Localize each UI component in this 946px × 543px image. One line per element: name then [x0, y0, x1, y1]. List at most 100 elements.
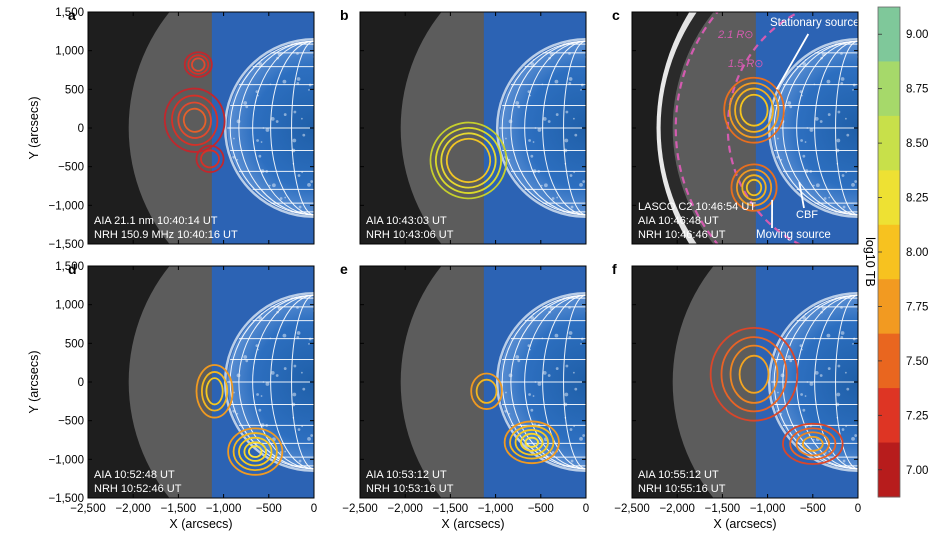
- nrh-contour: [205, 377, 224, 406]
- nrh-contour: [177, 101, 212, 139]
- panel-d: d AIA 10:52:48 UT NRH 10:52:46 UT −2,500 −2,…: [27, 261, 317, 531]
- y-tick-label: −500: [58, 416, 84, 428]
- x-tick-label: −2,000: [387, 503, 423, 515]
- nrh-contour: [795, 431, 830, 457]
- nrh-contour: [503, 420, 560, 465]
- timestamp-line: NRH 10:43:06 UT: [366, 229, 454, 241]
- x-tick-label: 0: [583, 503, 589, 515]
- y-axis-label: Y (arcsecs): [27, 97, 41, 160]
- nrh-contour: [782, 422, 844, 465]
- y-tick-label: 0: [78, 377, 84, 389]
- x-tick-label: −2,500: [70, 503, 106, 515]
- x-tick-label: −2,000: [115, 503, 151, 515]
- y-tick-label: −1,500: [49, 239, 85, 251]
- timestamp-line: AIA 10:52:48 UT: [94, 469, 175, 481]
- colorbar-label: log10 TB: [863, 237, 877, 287]
- x-tick-label: 0: [855, 503, 861, 515]
- timestamp-line: AIA 10:43:03 UT: [366, 215, 447, 227]
- panel-b: b AIA 10:43:03 UT NRH 10:43:06 UT: [340, 7, 587, 245]
- y-tick-label: −1,000: [49, 454, 85, 466]
- x-tick-label: −1,000: [750, 503, 786, 515]
- nrh-contour: [509, 425, 555, 460]
- panel-letter: c: [612, 7, 620, 23]
- y-tick-label: 500: [65, 338, 84, 350]
- colorbar-segment: [878, 115, 900, 171]
- nrh-contour: [243, 441, 267, 462]
- panel-letter: b: [340, 7, 349, 23]
- nrh-contour: [524, 436, 539, 448]
- x-tick-label: −1,000: [478, 503, 514, 515]
- label-2-1-radius: 2.1 R⊙: [717, 29, 754, 41]
- timestamp-line: LASCO C2 10:46:54 UT: [638, 201, 756, 213]
- timestamp-line: NRH 10:53:16 UT: [366, 483, 454, 495]
- colorbar-tick-label: 9.00: [906, 29, 928, 41]
- colorbar-segment: [878, 7, 900, 62]
- x-tick-label: −500: [256, 503, 282, 515]
- nrh-contour: [729, 344, 779, 404]
- colorbar-segment: [878, 170, 900, 226]
- nrh-contour: [232, 432, 278, 472]
- x-tick-label: −2,000: [659, 503, 695, 515]
- x-axis-label: X (arcsecs): [169, 517, 232, 531]
- y-tick-label: 0: [78, 123, 84, 135]
- nrh-contour: [728, 82, 780, 139]
- nrh-contour: [182, 107, 207, 133]
- nrh-contour: [429, 121, 508, 200]
- x-axis-label: X (arcsecs): [441, 517, 504, 531]
- panel-letter: e: [340, 261, 348, 277]
- x-tick-label: −1,000: [206, 503, 242, 515]
- colorbar-tick-label: 7.75: [906, 301, 928, 313]
- colorbar-tick-label: 8.00: [906, 247, 928, 259]
- panel-e: e AIA 10:53:12 UT NRH 10:53:16 UT −2,500 −2,…: [340, 261, 589, 531]
- nrh-contour: [514, 429, 549, 456]
- colorbar-segment: [878, 388, 900, 444]
- panel-f: f AIA 10:55:12 UT NRH 10:55:16 UT −2,500 −2,…: [612, 261, 861, 531]
- nrh-contour: [470, 372, 503, 410]
- x-tick-label: −500: [800, 503, 826, 515]
- nrh-contour: [195, 144, 225, 173]
- radius-1-5-circle: [726, 12, 802, 244]
- colorbar-segment: [878, 61, 900, 117]
- timestamp-line: AIA 21.1 nm 10:40:14 UT: [94, 215, 218, 227]
- colorbar-tick-label: 7.50: [906, 356, 928, 368]
- timestamp-line: NRH 150.9 MHz 10:40:16 UT: [94, 229, 238, 241]
- colorbar-tick-label: 7.25: [906, 410, 928, 422]
- nrh-contour: [435, 127, 502, 194]
- nrh-contour: [171, 94, 219, 146]
- label-moving-source: Moving source: [756, 229, 831, 241]
- y-tick-label: −1,500: [49, 493, 85, 505]
- nrh-contour: [475, 378, 498, 404]
- nrh-contour: [734, 87, 774, 133]
- x-tick-label: 0: [311, 503, 317, 515]
- nrh-contour: [195, 364, 234, 419]
- x-tick-label: −1,500: [705, 503, 741, 515]
- x-tick-label: −2,500: [614, 503, 650, 515]
- nrh-contour: [720, 336, 788, 413]
- nrh-contour: [238, 436, 273, 467]
- timestamp-line: NRH 10:52:46 UT: [94, 483, 182, 495]
- y-tick-label: 1,000: [55, 46, 84, 58]
- nrh-contour: [191, 57, 206, 72]
- x-tick-label: −500: [528, 503, 554, 515]
- nrh-contour: [735, 168, 773, 207]
- nrh-contour: [745, 178, 763, 197]
- y-tick-label: 1,000: [55, 300, 84, 312]
- nrh-contour: [738, 354, 770, 394]
- timestamp-line: NRH 10:46:46 UT: [638, 229, 726, 241]
- nrh-contour: [741, 174, 767, 201]
- nrh-contour: [200, 149, 220, 169]
- label-cbf: CBF: [796, 209, 818, 221]
- nrh-contour: [739, 93, 769, 127]
- timestamp-line: AIA 10:55:12 UT: [638, 469, 719, 481]
- colorbar-segment: [878, 442, 900, 498]
- nrh-contour: [520, 432, 544, 452]
- panel-letter: a: [68, 7, 76, 23]
- y-tick-label: 1,500: [55, 261, 84, 273]
- panel-a: a AIA 21.1 nm 10:40:14 UT NRH 150.9 MHz 10…: [27, 7, 315, 251]
- timestamp-line: AIA 10:46:48 UT: [638, 215, 719, 227]
- x-tick-label: −2,500: [342, 503, 378, 515]
- nrh-contour: [445, 137, 492, 184]
- y-tick-label: −500: [58, 162, 84, 174]
- y-tick-label: −1,000: [49, 200, 85, 212]
- nrh-contour: [187, 54, 210, 75]
